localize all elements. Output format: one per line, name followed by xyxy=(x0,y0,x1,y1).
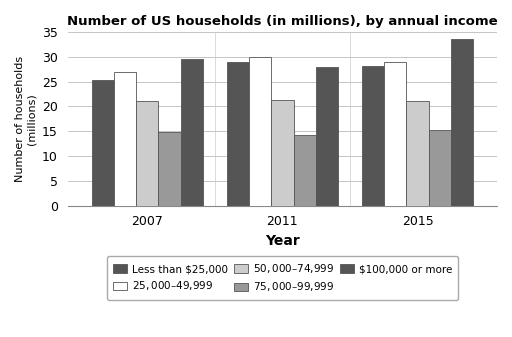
Bar xyxy=(293,135,316,206)
Bar xyxy=(271,100,293,206)
Bar xyxy=(249,57,271,206)
Bar xyxy=(136,101,158,206)
Bar xyxy=(362,66,384,206)
Bar xyxy=(429,130,451,206)
Bar xyxy=(384,62,407,206)
Bar xyxy=(181,59,203,206)
Y-axis label: Number of households
(millions): Number of households (millions) xyxy=(15,56,36,182)
Bar xyxy=(316,67,338,206)
Bar xyxy=(158,132,181,206)
Bar xyxy=(407,101,429,206)
Bar xyxy=(92,80,114,206)
Bar xyxy=(227,62,249,206)
Title: Number of US households (in millions), by annual income: Number of US households (in millions), b… xyxy=(67,15,498,28)
Legend: Less than $25,000, $25,000–$49,999, $50,000–$74,999, $75,000–$99,999, $100,000 o: Less than $25,000, $25,000–$49,999, $50,… xyxy=(106,256,458,300)
Bar xyxy=(114,72,136,206)
X-axis label: Year: Year xyxy=(265,234,300,248)
Bar xyxy=(451,39,473,206)
